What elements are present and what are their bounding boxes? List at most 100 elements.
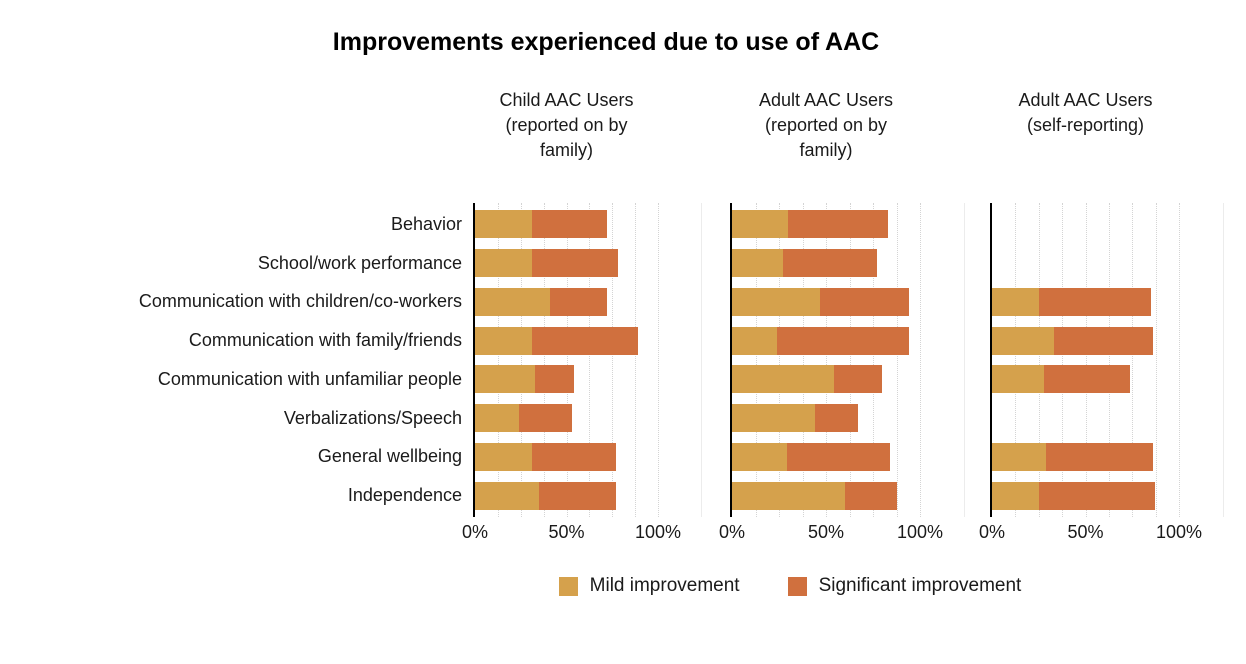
gridline — [1155, 203, 1157, 517]
bar-segment-mild — [732, 210, 789, 239]
bar-segment-significant — [531, 210, 607, 239]
bar-segment-mild — [475, 404, 519, 433]
x-tick-label: 100% — [634, 522, 682, 542]
category-label: School/work performance — [257, 252, 462, 273]
gridline — [543, 203, 545, 517]
gridline — [1108, 203, 1110, 517]
bar-segment-mild — [992, 365, 1045, 394]
bar-row — [732, 249, 920, 278]
category-label: Verbalizations/Speech — [283, 407, 462, 428]
x-tick-label: 50% — [1067, 522, 1104, 542]
panel-title: Child AAC Users (reported on by family) — [499, 90, 634, 160]
bar-row — [992, 365, 1179, 394]
bar-segment-significant — [518, 404, 572, 433]
x-tick-label: 100% — [896, 522, 944, 542]
bar-row — [732, 287, 920, 316]
bar-segment-mild — [732, 404, 815, 433]
bar-row — [732, 442, 920, 471]
category-label: Communication with children/co-workers — [138, 291, 462, 312]
x-tick-label: 0% — [461, 522, 489, 542]
bar-row — [992, 481, 1179, 510]
gridline — [920, 203, 921, 517]
bar-segment-mild — [475, 326, 532, 355]
bar-segment-mild — [732, 442, 787, 471]
bar-segment-mild — [992, 287, 1039, 316]
bar-segment-significant — [820, 287, 909, 316]
chart-legend: Mild improvement Significant improvement — [420, 575, 1160, 597]
bar-segment-mild — [732, 365, 834, 394]
bar-row — [992, 287, 1179, 316]
bar-segment-significant — [844, 481, 898, 510]
legend-swatch-significant — [787, 576, 807, 596]
panel-title: Adult AAC Users (reported on by family) — [758, 90, 894, 160]
bar-segment-mild — [992, 442, 1047, 471]
gridline — [635, 203, 637, 517]
bar-segment-mild — [732, 481, 845, 510]
bar-segment-significant — [1038, 481, 1155, 510]
category-label: General wellbeing — [317, 446, 462, 467]
bar-row — [475, 249, 658, 278]
x-tick-label: 100% — [1155, 522, 1203, 542]
bar-segment-significant — [777, 326, 909, 355]
gridline — [849, 203, 851, 517]
bar-segment-mild — [475, 481, 540, 510]
bar-segment-significant — [531, 442, 616, 471]
gridline — [802, 203, 804, 517]
panel-edge-line — [1223, 203, 1224, 517]
bar-segment-significant — [1046, 442, 1153, 471]
bar-segment-mild — [992, 481, 1039, 510]
bar-segment-mild — [732, 249, 783, 278]
bar-row — [732, 365, 920, 394]
category-label: Independence — [347, 485, 462, 506]
bar-segment-mild — [732, 287, 821, 316]
bar-segment-significant — [531, 249, 618, 278]
gridline — [873, 203, 874, 517]
bar-row — [475, 326, 658, 355]
legend-swatch-mild — [558, 576, 578, 596]
bar-segment-mild — [732, 326, 778, 355]
panel-edge-line — [964, 203, 965, 517]
category-label: Communication with unfamiliar people — [157, 368, 462, 389]
bar-row — [475, 442, 658, 471]
category-labels: Behavior School/work performance Communica… — [0, 205, 462, 515]
bar-segment-significant — [550, 287, 607, 316]
bar-row — [992, 442, 1179, 471]
gridline — [1085, 203, 1087, 517]
panel — [473, 203, 702, 517]
bar-segment-mild — [475, 442, 532, 471]
chart-title: Improvements experienced due to use of A… — [332, 28, 880, 56]
y-axis-line — [473, 203, 475, 517]
bar-segment-significant — [814, 404, 858, 433]
legend-label: Mild improvement — [589, 575, 740, 596]
y-axis-line — [990, 203, 992, 517]
gridline — [589, 203, 591, 517]
gridline — [520, 203, 522, 517]
bar-row — [732, 326, 920, 355]
bar-row — [475, 210, 658, 239]
bar-row — [732, 210, 920, 239]
bar-segment-mild — [475, 365, 536, 394]
bar-row — [475, 287, 658, 316]
bar-row — [475, 365, 658, 394]
legend-label: Significant improvement — [818, 575, 1022, 596]
x-tick-label: 0% — [718, 522, 746, 542]
gridline — [1062, 203, 1064, 517]
x-tick-label: 50% — [548, 522, 585, 542]
bar-row — [992, 326, 1179, 355]
gridline — [658, 203, 659, 517]
bar-segment-significant — [833, 365, 883, 394]
category-label: Communication with family/friends — [188, 330, 462, 351]
bar-segment-significant — [539, 481, 616, 510]
panel — [730, 203, 965, 517]
gridline — [826, 203, 827, 517]
bar-row — [475, 404, 658, 433]
gridline — [1038, 203, 1040, 517]
gridline — [1015, 203, 1017, 517]
legend-item: Mild improvement — [558, 575, 740, 597]
category-label: Behavior — [390, 213, 462, 234]
gridline — [566, 203, 568, 517]
gridline — [896, 203, 898, 517]
y-axis-line — [730, 203, 732, 517]
bar-segment-significant — [788, 210, 889, 239]
